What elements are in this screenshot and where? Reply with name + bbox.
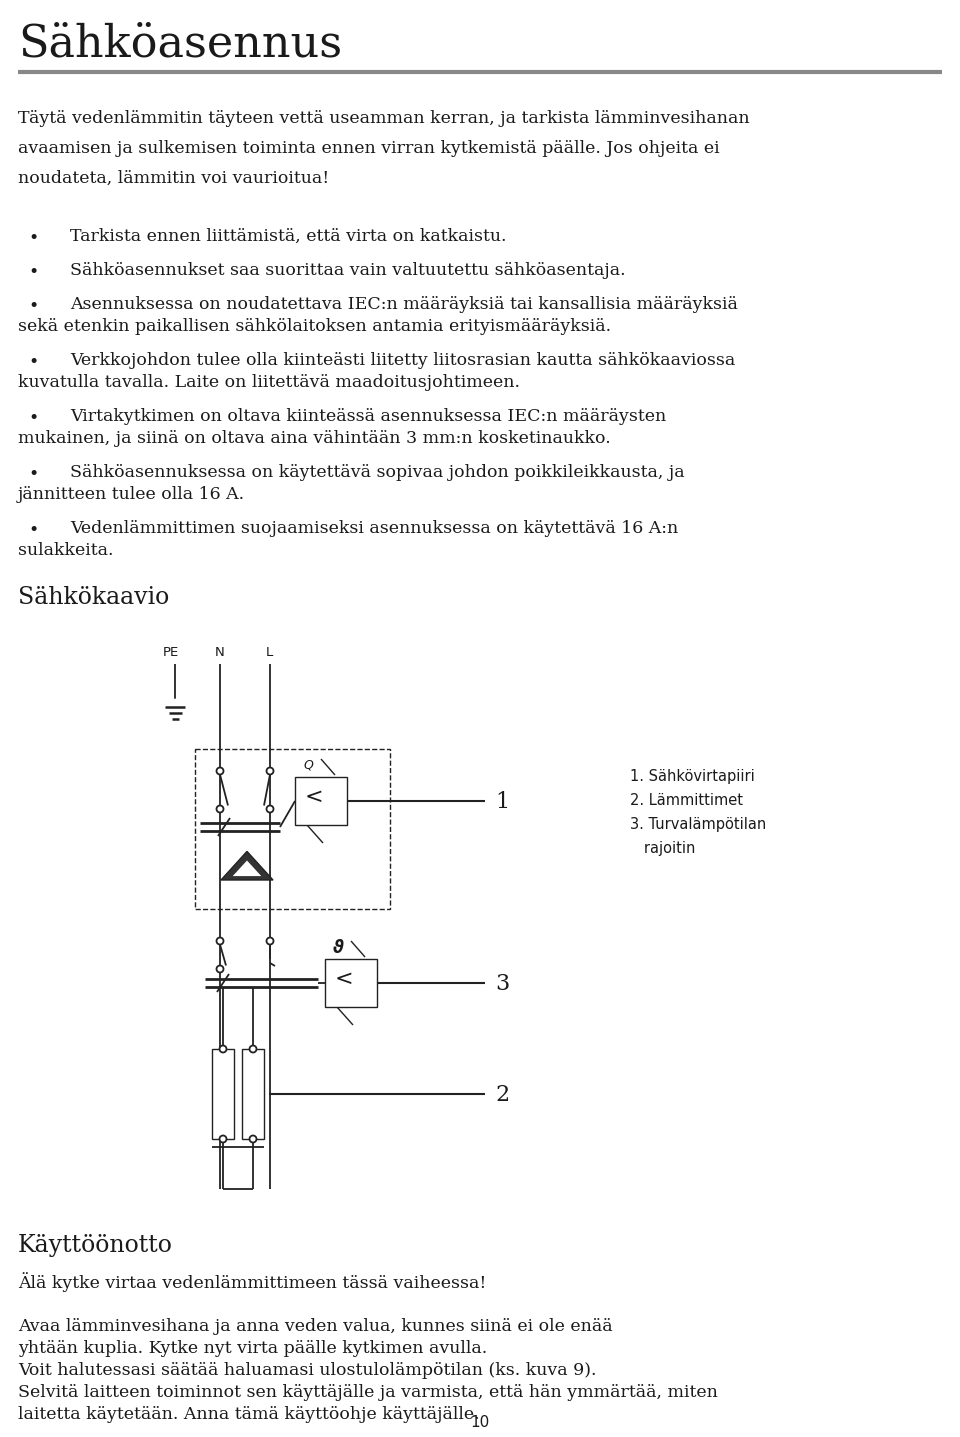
Text: L: L xyxy=(266,647,274,660)
Text: yhtään kuplia. Kytke nyt virta päälle kytkimen avulla.: yhtään kuplia. Kytke nyt virta päälle ky… xyxy=(18,1339,488,1357)
Circle shape xyxy=(250,1046,256,1052)
Text: 2: 2 xyxy=(495,1083,509,1106)
Text: PE: PE xyxy=(163,647,180,660)
Bar xyxy=(242,1049,264,1140)
Text: •: • xyxy=(28,297,38,315)
Text: Verkkojohdon tulee olla kiinteästi liitetty liitosrasian kautta sähkökaaviossa: Verkkojohdon tulee olla kiinteästi liite… xyxy=(70,352,735,369)
Text: 1: 1 xyxy=(495,790,509,813)
Circle shape xyxy=(220,1135,227,1142)
Circle shape xyxy=(217,937,224,944)
Text: Käyttöönotto: Käyttöönotto xyxy=(18,1234,173,1257)
Bar xyxy=(295,777,347,825)
Text: jännitteen tulee olla 16 A.: jännitteen tulee olla 16 A. xyxy=(18,486,245,503)
Text: •: • xyxy=(28,466,38,483)
Circle shape xyxy=(217,767,224,775)
Polygon shape xyxy=(232,861,261,877)
Text: •: • xyxy=(28,263,38,282)
Text: Virtakytkimen on oltava kiinteässä asennuksessa IEC:n määräysten: Virtakytkimen on oltava kiinteässä asenn… xyxy=(70,408,666,425)
Text: Sähköasennukset saa suorittaa vain valtuutettu sähköasentaja.: Sähköasennukset saa suorittaa vain valtu… xyxy=(70,262,626,279)
Text: noudateta, lämmitin voi vaurioitua!: noudateta, lämmitin voi vaurioitua! xyxy=(18,170,329,187)
Bar xyxy=(325,958,377,1007)
Text: 2. Lämmittimet: 2. Lämmittimet xyxy=(630,793,743,808)
Text: Tarkista ennen liittämistä, että virta on katkaistu.: Tarkista ennen liittämistä, että virta o… xyxy=(70,228,507,244)
Text: sulakkeita.: sulakkeita. xyxy=(18,542,113,559)
Text: <: < xyxy=(335,969,353,989)
Text: •: • xyxy=(28,354,38,371)
Text: •: • xyxy=(28,228,38,247)
Circle shape xyxy=(220,1046,227,1052)
Text: ϑ: ϑ xyxy=(333,938,344,957)
Text: 3. Turvalämpötilan: 3. Turvalämpötilan xyxy=(630,818,766,832)
Text: rajoitin: rajoitin xyxy=(630,841,695,856)
Text: Älä kytke virtaa vedenlämmittimeen tässä vaiheessa!: Älä kytke virtaa vedenlämmittimeen tässä… xyxy=(18,1272,487,1292)
Text: <: < xyxy=(305,787,324,808)
Text: Täytä vedenlämmitin täyteen vettä useamman kerran, ja tarkista lämminvesihanan: Täytä vedenlämmitin täyteen vettä useamm… xyxy=(18,111,750,126)
Circle shape xyxy=(267,767,274,775)
Text: Avaa lämminvesihana ja anna veden valua, kunnes siinä ei ole enää: Avaa lämminvesihana ja anna veden valua,… xyxy=(18,1318,612,1335)
Text: Vedenlämmittimen suojaamiseksi asennuksessa on käytettävä 16 A:n: Vedenlämmittimen suojaamiseksi asennukse… xyxy=(70,520,679,537)
Text: 1. Sähkövirtapiiri: 1. Sähkövirtapiiri xyxy=(630,769,755,785)
Circle shape xyxy=(217,966,224,973)
Text: N: N xyxy=(215,647,225,660)
Text: mukainen, ja siinä on oltava aina vähintään 3 mm:n kosketinaukko.: mukainen, ja siinä on oltava aina vähint… xyxy=(18,430,611,447)
Text: 10: 10 xyxy=(470,1415,490,1430)
Text: sekä etenkin paikallisen sähkölaitoksen antamia erityismääräyksiä.: sekä etenkin paikallisen sähkölaitoksen … xyxy=(18,318,612,335)
Circle shape xyxy=(250,1135,256,1142)
Circle shape xyxy=(267,806,274,812)
Text: Selvitä laitteen toiminnot sen käyttäjälle ja varmista, että hän ymmärtää, miten: Selvitä laitteen toiminnot sen käyttäjäl… xyxy=(18,1384,718,1401)
Text: Sähkökaavio: Sähkökaavio xyxy=(18,586,169,609)
Text: 3: 3 xyxy=(495,973,509,994)
Text: Q: Q xyxy=(303,759,313,772)
Text: Sähköasennuksessa on käytettävä sopivaa johdon poikkileikkausta, ja: Sähköasennuksessa on käytettävä sopivaa … xyxy=(70,464,684,481)
Text: •: • xyxy=(28,522,38,539)
Text: Voit halutessasi säätää haluamasi ulostulolämpötilan (ks. kuva 9).: Voit halutessasi säätää haluamasi ulostu… xyxy=(18,1362,596,1380)
Text: Sähköasennus: Sähköasennus xyxy=(18,22,342,65)
Bar xyxy=(212,1049,234,1140)
Text: kuvatulla tavalla. Laite on liitettävä maadoitusjohtimeen.: kuvatulla tavalla. Laite on liitettävä m… xyxy=(18,374,520,391)
Polygon shape xyxy=(221,851,273,879)
Text: •: • xyxy=(28,410,38,427)
Circle shape xyxy=(217,806,224,812)
Text: avaamisen ja sulkemisen toiminta ennen virran kytkemistä päälle. Jos ohjeita ei: avaamisen ja sulkemisen toiminta ennen v… xyxy=(18,139,720,157)
Text: laitetta käytetään. Anna tämä käyttöohje käyttäjälle.: laitetta käytetään. Anna tämä käyttöohje… xyxy=(18,1405,480,1423)
Circle shape xyxy=(267,937,274,944)
Text: Asennuksessa on noudatettava IEC:n määräyksiä tai kansallisia määräyksiä: Asennuksessa on noudatettava IEC:n määrä… xyxy=(70,296,738,313)
Bar xyxy=(195,749,390,910)
